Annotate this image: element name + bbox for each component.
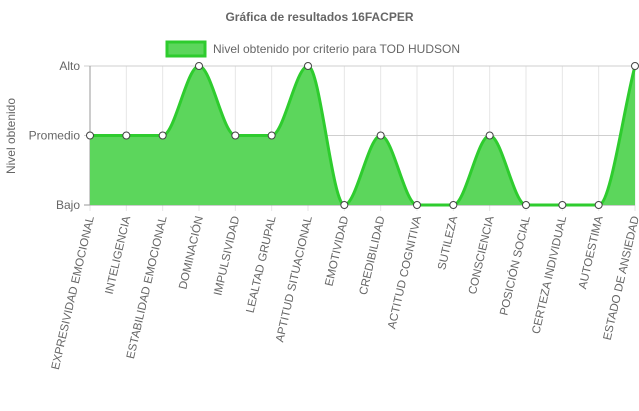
data-point[interactable] (376, 131, 385, 140)
x-tick-label: APTITUD SITUACIONAL (274, 214, 315, 343)
data-point[interactable] (158, 131, 167, 140)
data-point[interactable] (340, 201, 349, 209)
x-tick-label: INTELIGENCIA (104, 215, 134, 296)
data-point[interactable] (267, 131, 276, 140)
data-point[interactable] (449, 201, 458, 209)
data-point[interactable] (558, 201, 567, 209)
data-point[interactable] (231, 131, 240, 140)
chart-legend[interactable]: Nivel obtenido por criterio para TOD HUD… (165, 40, 460, 58)
legend-label: Nivel obtenido por criterio para TOD HUD… (213, 42, 460, 56)
data-point[interactable] (304, 62, 312, 70)
x-tick-label: IMPULSIVIDAD (212, 215, 242, 297)
data-point[interactable] (413, 201, 421, 209)
y-tick-label: Alto (59, 59, 80, 73)
x-tick-label: ESTABILIDAD EMOCIONAL (125, 214, 170, 360)
x-tick-label: LEALTAD GRUPAL (245, 214, 279, 314)
data-point[interactable] (631, 62, 639, 70)
y-axis-ticks: Bajo Promedio Alto (29, 59, 81, 212)
x-tick-label: SUTILEZA (436, 215, 460, 272)
data-point[interactable] (195, 62, 203, 70)
data-point[interactable] (86, 131, 94, 140)
data-point[interactable] (122, 131, 131, 140)
x-tick-label: AUTOESTIMA (577, 215, 606, 291)
x-tick-label: POSICIÓN SOCIAL (497, 214, 533, 317)
x-tick-label: CREDIBILIDAD (358, 215, 388, 296)
series-points (86, 62, 639, 209)
data-point[interactable] (594, 201, 603, 209)
x-tick-label: DOMINACIÓN (176, 215, 205, 291)
x-tick-label: ESTADO DE ANSIEDAD (602, 215, 639, 341)
x-tick-label: ACTITUD COGNITIVA (386, 215, 424, 330)
x-tick-label: CERTEZA INDIVIDUAL (530, 214, 569, 335)
y-axis-title: Nivel obtenido (4, 98, 18, 174)
x-axis-ticks: EXPRESIVIDAD EMOCIONAL INTELIGENCIAESTABI… (50, 214, 639, 371)
data-point[interactable] (485, 131, 494, 140)
series-area-fill (90, 66, 635, 205)
series-line (89, 64, 637, 207)
data-point[interactable] (522, 201, 530, 209)
y-tick-label: Promedio (29, 129, 81, 143)
x-tick-label: EMOTIVIDAD (323, 215, 351, 287)
y-tick-label: Bajo (56, 198, 80, 212)
x-tick-label: CONSCIENCIA (467, 215, 497, 296)
x-tick-label: EXPRESIVIDAD EMOCIONAL (50, 214, 97, 370)
chart-title: Gráfica de resultados 16FACPER (225, 10, 413, 24)
legend-swatch (165, 40, 207, 58)
